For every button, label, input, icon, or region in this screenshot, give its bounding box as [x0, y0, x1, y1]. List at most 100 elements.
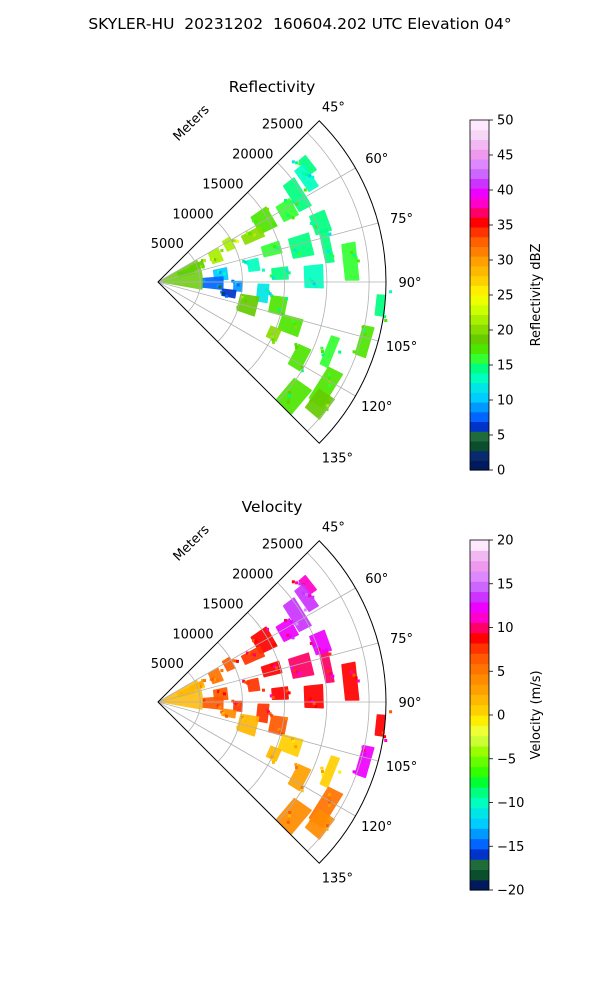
radial-gridline: [157, 701, 356, 817]
colorbar-swatch: [470, 411, 489, 422]
radar-cell: [341, 661, 360, 701]
radar-cell: [328, 652, 332, 656]
radar-cell: [300, 789, 304, 793]
colorbar-swatch: [470, 704, 489, 716]
radar-cell: [286, 820, 290, 824]
radar-cell: [236, 703, 240, 707]
radar-cell: [231, 279, 235, 283]
radar-cell: [245, 231, 249, 235]
radar-cell: [300, 366, 304, 370]
radar-cell: [246, 261, 250, 265]
r-axis-label: Meters: [171, 522, 213, 564]
theta-tick-label: 105°: [386, 340, 417, 355]
radar-cell: [243, 299, 247, 303]
radar-cell: [213, 258, 217, 262]
radar-cell: [301, 171, 305, 175]
radar-cell: [329, 672, 333, 676]
radar-cell: [290, 737, 294, 741]
radar-cell: [327, 373, 331, 377]
radar-cell: [223, 713, 227, 717]
radar-cell: [236, 725, 240, 729]
colorbar-swatch: [470, 139, 489, 150]
polar-grid: [157, 132, 386, 432]
colorbar-tick-label: −20: [497, 884, 524, 899]
radar-cell: [246, 677, 261, 693]
radar-cell: [265, 207, 269, 211]
radar-cell: [217, 270, 221, 274]
radar-cell: [297, 252, 301, 256]
range-ring: [247, 192, 286, 372]
colorbar-swatch: [470, 787, 489, 798]
radar-cell: [295, 202, 299, 206]
radar-cell: [222, 692, 226, 696]
radar-cell: [287, 763, 312, 792]
radar-cell: [280, 312, 284, 316]
radar-cell: [236, 283, 240, 287]
radar-cell: [354, 744, 375, 779]
radar-cell: [220, 290, 224, 294]
radar-cell: [215, 258, 219, 262]
colorbar-label: Reflectivity dBZ: [529, 244, 544, 347]
radar-cell: [284, 618, 288, 622]
radar-cell: [233, 659, 237, 663]
radar-cell: [244, 680, 248, 684]
radar-cell: [220, 669, 224, 673]
radar-cell: [211, 257, 215, 261]
radar-cell: [297, 672, 301, 676]
colorbar-swatch: [470, 333, 489, 345]
radar-cell: [219, 270, 223, 274]
panel-title: Velocity: [242, 498, 303, 516]
radial-gridline: [157, 222, 379, 283]
colorbar-tick-label: 5: [497, 665, 505, 680]
radar-cell: [309, 641, 313, 645]
colorbar-swatch: [470, 207, 489, 218]
colorbar-swatch: [470, 663, 489, 675]
radar-cell: [261, 688, 265, 692]
radar-cell: [288, 635, 292, 639]
radar-cell: [311, 595, 315, 599]
colorbar-swatch: [470, 859, 489, 871]
colorbar-tick-label: 10: [497, 621, 514, 636]
radar-cell: [309, 221, 313, 225]
colorbar-tick-label: 25: [497, 289, 514, 304]
radar-cell: [236, 305, 240, 309]
radar-cell: [277, 314, 304, 338]
radar-cell: [331, 674, 335, 678]
radar-cell: [308, 174, 312, 178]
radar-cell: [272, 642, 276, 646]
radar-cell: [350, 670, 354, 674]
colorbar-swatch: [470, 372, 489, 384]
radar-cell: [216, 704, 220, 708]
r-tick-label: 15000: [202, 597, 243, 612]
r-tick-label: 20000: [232, 148, 273, 163]
radar-cell: [203, 259, 207, 263]
colorbar-swatch: [470, 797, 489, 809]
radar-data: [158, 575, 393, 840]
radar-cell: [314, 284, 318, 288]
velocity-panel: Velocity 45° 60° 75° 90° 105° 120° 135° 5000 1000…: [151, 498, 544, 899]
radar-cell: [201, 679, 205, 683]
radar-cell: [278, 730, 282, 734]
radar-cell: [309, 399, 313, 403]
radar-cell: [361, 745, 365, 749]
colorbar-swatch: [470, 581, 489, 593]
colorbar-swatch: [470, 197, 489, 209]
radar-cell: [295, 765, 299, 769]
r-tick-label: 15000: [202, 177, 243, 192]
radar-cell: [271, 696, 275, 700]
radar-cell: [295, 250, 299, 254]
radar-cell: [252, 653, 256, 657]
colorbar-swatch: [470, 715, 489, 726]
radar-cell: [288, 652, 315, 679]
colorbar-tick-label: 0: [497, 464, 505, 479]
colorbar-swatch: [470, 120, 489, 131]
radar-cell: [220, 710, 224, 714]
radar-cell: [271, 758, 275, 762]
radar-cell: [271, 760, 275, 764]
radar-cell: [287, 271, 291, 275]
radar-cell: [311, 175, 315, 179]
colorbar-tick-label: 15: [497, 359, 514, 374]
r-tick-label: 10000: [172, 627, 213, 642]
colorbar-swatch: [470, 612, 489, 623]
theta-tick-label: 60°: [365, 152, 388, 167]
